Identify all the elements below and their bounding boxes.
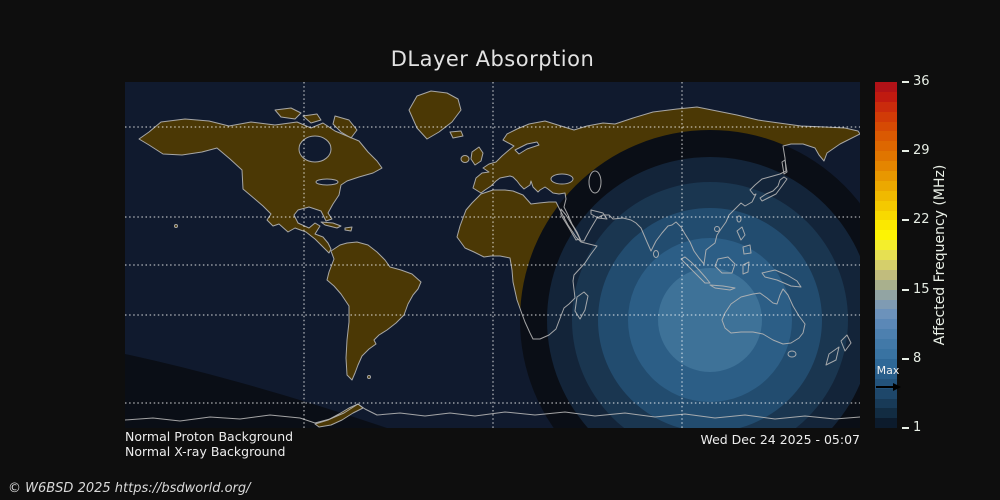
colorbar-segment: [875, 398, 897, 409]
colorbar-segment: [875, 349, 897, 359]
colorbar-tick-mark: [902, 150, 909, 153]
colorbar-segment: [875, 131, 897, 142]
colorbar-tick-mark: [902, 427, 909, 429]
colorbar-segment: [875, 250, 897, 261]
colorbar-tick-label: 15: [913, 281, 930, 297]
colorbar-segment: [875, 171, 897, 181]
colorbar-segment: [875, 180, 897, 191]
colorbar-tick-mark: [902, 219, 909, 222]
colorbar-segment: [875, 200, 897, 211]
colorbar-segment: [875, 368, 897, 379]
colorbar-segment: [875, 121, 897, 132]
colorbar-tick-label: 8: [913, 350, 922, 366]
colorbar-segment: [875, 269, 897, 280]
colorbar-segment: [875, 190, 897, 201]
colorbar-segment: [875, 358, 897, 369]
colorbar-axis-label: Affected Frequency (MHz): [932, 164, 948, 346]
colorbar-segment: [875, 408, 897, 419]
colorbar-segment: [875, 279, 897, 290]
colorbar-segment: [875, 418, 897, 429]
colorbar-segment: [875, 388, 897, 399]
colorbar-segment: [875, 240, 897, 251]
map-timestamp: Wed Dec 24 2025 - 05:07: [700, 432, 860, 447]
colorbar-segment: [875, 339, 897, 350]
colorbar-segment: [875, 309, 897, 320]
colorbar-segment: [875, 91, 897, 102]
colorbar-segment: [875, 289, 897, 300]
world-map-svg: [125, 82, 860, 428]
colorbar-segment: [875, 111, 897, 122]
colorbar-tick-label: 1: [913, 420, 922, 435]
colorbar-segment: [875, 210, 897, 221]
colorbar-segment: [875, 82, 897, 92]
copyright-notice: © W6BSD 2025 https://bsdworld.org/: [8, 481, 251, 496]
colorbar-segment: [875, 299, 897, 310]
colorbar-segment: [875, 220, 897, 231]
page-title: DLayer Absorption: [390, 47, 595, 71]
colorbar-segment: [875, 230, 897, 241]
colorbar-tick-mark: [902, 81, 909, 83]
world-map: [125, 82, 860, 428]
xray-background-status: Normal X-ray Background: [125, 444, 286, 459]
colorbar-segment: [875, 260, 897, 270]
colorbar-tick-label: 29: [913, 143, 930, 159]
colorbar-segment: [875, 161, 897, 172]
proton-background-status: Normal Proton Background: [125, 429, 294, 444]
colorbar-segment: [875, 378, 897, 389]
colorbar-segment: [875, 329, 897, 340]
colorbar-segment: [875, 151, 897, 162]
colorbar-tick-label: 22: [913, 212, 930, 228]
colorbar-tick-label: 36: [913, 74, 930, 89]
background-status: Normal Proton Background Normal X-ray Ba…: [125, 429, 293, 459]
colorbar-segment: [875, 101, 897, 112]
absorption-overlay: [520, 130, 860, 428]
colorbar-tick-mark: [902, 288, 909, 291]
colorbar-tick-mark: [902, 357, 909, 360]
colorbar-segment: [875, 141, 897, 152]
colorbar-gradient: [875, 82, 897, 429]
gridlines: [125, 82, 860, 428]
colorbar-segment: [875, 319, 897, 330]
terminator-wedge: [125, 354, 387, 428]
